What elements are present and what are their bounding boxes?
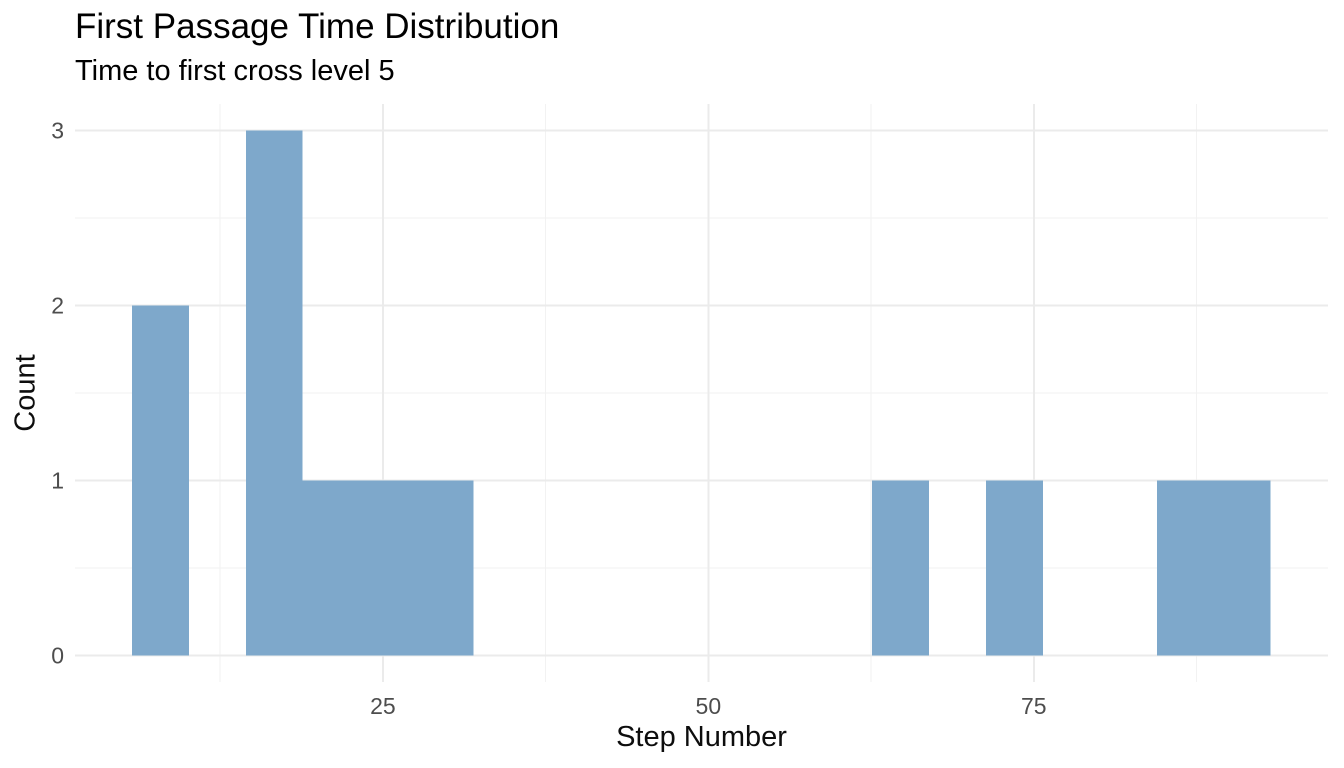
histogram-bars <box>131 130 1271 656</box>
histogram-bar <box>131 305 189 656</box>
y-tick-label: 0 <box>51 643 64 669</box>
x-axis-title: Step Number <box>616 721 787 753</box>
histogram-bar <box>245 130 303 656</box>
y-tick-label: 2 <box>51 292 64 318</box>
y-axis-title: Count <box>9 354 42 432</box>
chart-title: First Passage Time Distribution <box>75 7 560 46</box>
x-tick-labels: 25 50 75 <box>370 693 1047 719</box>
chart-subtitle: Time to first cross level 5 <box>75 55 395 87</box>
histogram-bar <box>986 480 1043 656</box>
x-tick-label: 75 <box>1021 693 1047 719</box>
histogram-bar <box>359 480 417 656</box>
x-tick-label: 25 <box>370 693 396 719</box>
histogram-bar <box>872 480 929 656</box>
histogram-bar <box>416 480 474 656</box>
histogram-bar <box>1213 480 1271 656</box>
histogram-bar <box>302 480 360 656</box>
x-tick-label: 50 <box>696 693 722 719</box>
histogram-bar <box>1156 480 1214 656</box>
y-tick-label: 3 <box>51 117 64 143</box>
y-tick-labels: 0 1 2 3 <box>51 117 64 668</box>
y-tick-label: 1 <box>51 468 64 494</box>
